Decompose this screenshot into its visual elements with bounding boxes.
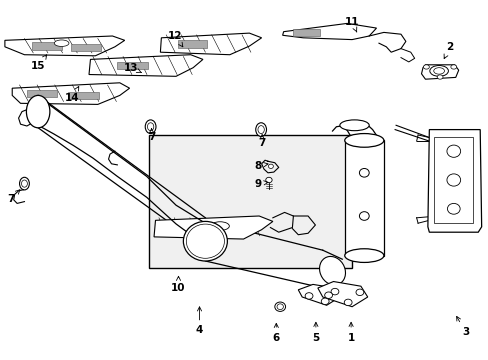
Ellipse shape: [450, 65, 456, 69]
Ellipse shape: [147, 123, 153, 131]
Text: 11: 11: [344, 17, 359, 32]
Text: 10: 10: [171, 276, 185, 293]
Ellipse shape: [355, 289, 363, 296]
Text: 15: 15: [31, 55, 46, 71]
Polygon shape: [344, 140, 383, 256]
Polygon shape: [5, 36, 124, 56]
Ellipse shape: [145, 120, 156, 134]
Ellipse shape: [319, 256, 345, 285]
Ellipse shape: [258, 126, 264, 134]
Polygon shape: [421, 65, 458, 79]
Ellipse shape: [446, 174, 460, 186]
Ellipse shape: [54, 40, 69, 46]
Text: 3: 3: [456, 316, 468, 337]
Ellipse shape: [276, 304, 283, 310]
Ellipse shape: [20, 177, 29, 190]
Ellipse shape: [436, 75, 442, 79]
Ellipse shape: [359, 168, 368, 177]
Ellipse shape: [183, 221, 227, 261]
Ellipse shape: [268, 164, 273, 168]
Text: 6: 6: [272, 323, 279, 343]
Ellipse shape: [321, 298, 328, 305]
Text: 13: 13: [123, 63, 141, 73]
Bar: [32, 42, 62, 50]
Ellipse shape: [447, 203, 459, 214]
Text: 1: 1: [347, 322, 354, 343]
Bar: [149, 135, 351, 268]
Polygon shape: [427, 130, 481, 232]
Ellipse shape: [429, 66, 447, 76]
Polygon shape: [12, 83, 129, 104]
Ellipse shape: [344, 249, 383, 262]
Polygon shape: [298, 284, 339, 305]
Ellipse shape: [26, 95, 50, 128]
Text: 12: 12: [167, 31, 183, 47]
Polygon shape: [317, 282, 367, 307]
Text: 5: 5: [312, 322, 319, 343]
Text: 7: 7: [258, 135, 265, 148]
Polygon shape: [154, 216, 272, 239]
Polygon shape: [160, 33, 261, 55]
Ellipse shape: [446, 145, 460, 157]
Bar: [68, 92, 99, 99]
Text: 9: 9: [254, 179, 267, 189]
Ellipse shape: [265, 177, 271, 183]
Ellipse shape: [433, 68, 444, 74]
Ellipse shape: [305, 293, 312, 299]
Text: 7: 7: [147, 129, 155, 142]
Text: 4: 4: [195, 307, 203, 336]
Ellipse shape: [344, 299, 351, 306]
Ellipse shape: [359, 212, 368, 220]
Ellipse shape: [423, 65, 428, 69]
Bar: [293, 29, 320, 36]
Text: 2: 2: [443, 42, 452, 59]
Bar: [27, 90, 57, 97]
Polygon shape: [89, 55, 203, 76]
Text: 8: 8: [254, 161, 267, 171]
Ellipse shape: [324, 292, 332, 298]
Bar: [178, 40, 206, 48]
Ellipse shape: [339, 120, 368, 131]
Ellipse shape: [186, 224, 224, 258]
Ellipse shape: [21, 180, 27, 187]
Bar: [433, 137, 472, 223]
Bar: [71, 44, 101, 51]
Text: 14: 14: [65, 86, 80, 103]
Ellipse shape: [210, 222, 229, 230]
Ellipse shape: [274, 302, 285, 311]
Polygon shape: [282, 23, 376, 40]
Ellipse shape: [255, 123, 266, 136]
Bar: [117, 62, 147, 69]
Ellipse shape: [330, 288, 338, 295]
Text: 7: 7: [7, 190, 20, 204]
Ellipse shape: [344, 134, 383, 147]
